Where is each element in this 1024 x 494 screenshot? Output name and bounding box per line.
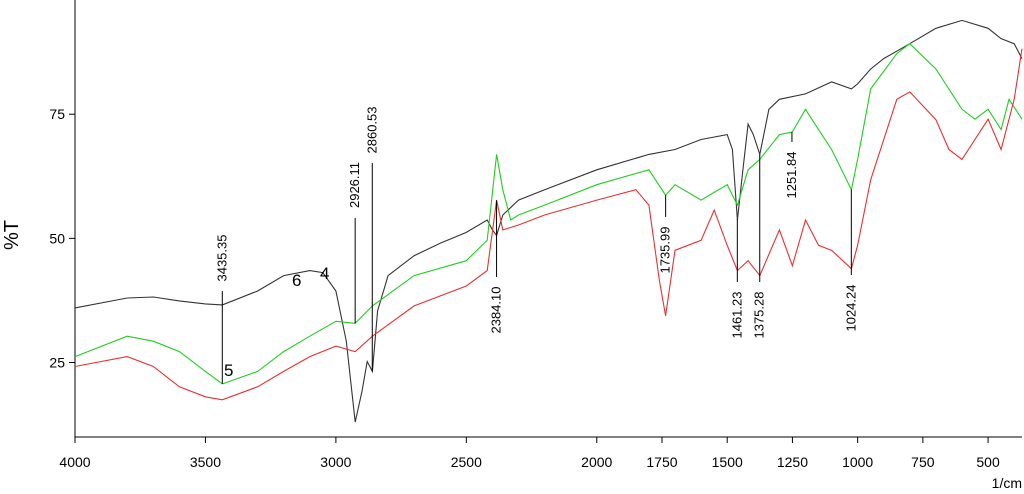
series-label: 5 <box>224 361 233 380</box>
x-tick-label: 2000 <box>581 454 612 470</box>
y-axis-label: %T <box>1 220 23 250</box>
x-axis-label: 1/cm <box>992 475 1022 491</box>
x-tick-label: 750 <box>911 454 935 470</box>
y-tick-label: 75 <box>49 106 65 122</box>
x-tick-label: 500 <box>976 454 1000 470</box>
series-label: 6 <box>292 271 301 290</box>
y-tick-label: 50 <box>49 230 65 246</box>
peak-label: 2384.10 <box>489 287 504 334</box>
x-tick-label: 2500 <box>451 454 482 470</box>
x-tick-label: 1000 <box>842 454 873 470</box>
peak-label: 1735.99 <box>658 227 673 274</box>
x-tick-label: 1250 <box>777 454 808 470</box>
peak-label: 1375.28 <box>752 292 767 339</box>
peak-label: 1461.23 <box>729 292 744 339</box>
peak-label: 1024.24 <box>843 285 858 332</box>
x-tick-label: 3000 <box>320 454 351 470</box>
x-tick-label: 4000 <box>59 454 90 470</box>
peak-label: 2860.53 <box>364 107 379 154</box>
y-tick-label: 25 <box>49 355 65 371</box>
x-tick-label: 1500 <box>712 454 743 470</box>
series-label: 4 <box>320 264 329 283</box>
spectrum-line <box>74 19 1023 423</box>
peak-label: 1251.84 <box>784 152 799 199</box>
x-tick-label: 3500 <box>190 454 221 470</box>
peak-label: 3435.35 <box>214 235 229 282</box>
spectrum-line <box>74 48 1023 401</box>
spectrum-line <box>74 42 1023 385</box>
x-tick-label: 1750 <box>646 454 677 470</box>
peak-label: 2926.11 <box>347 162 362 208</box>
